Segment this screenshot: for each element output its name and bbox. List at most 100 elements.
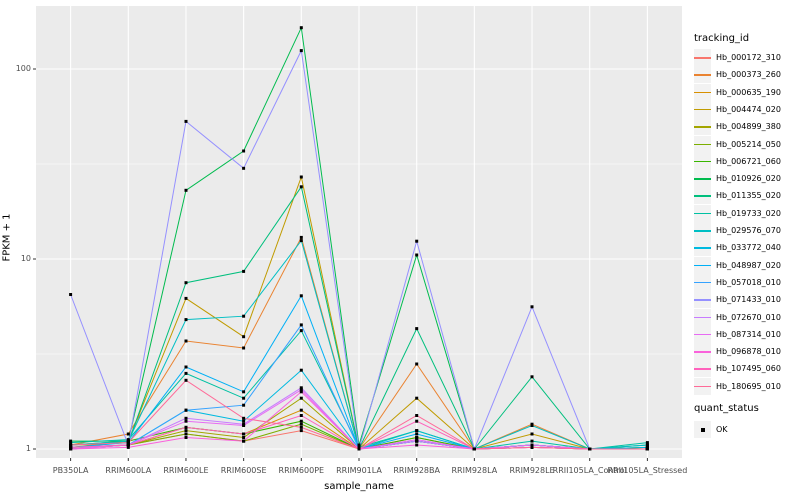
data-point — [184, 378, 188, 382]
data-point — [184, 432, 188, 436]
legend-label: Hb_004899_380 — [716, 122, 781, 132]
legend-key — [694, 308, 711, 326]
legend-key — [694, 291, 711, 309]
x-tick-label-RRIM600PE: RRIM600PE — [278, 466, 325, 475]
y-tick-label: 10 — [20, 254, 31, 263]
legend-label-ok: OK — [716, 425, 728, 434]
x-tick-label-RRIM600LE: RRIM600LE — [163, 466, 209, 475]
data-point — [242, 166, 246, 170]
data-point — [588, 447, 592, 451]
data-point — [242, 416, 246, 420]
data-point — [242, 335, 246, 339]
data-point — [184, 365, 188, 369]
legend-line-icon — [694, 126, 711, 128]
legend-key — [694, 66, 711, 84]
legend-key-ok — [694, 421, 711, 438]
data-point — [299, 368, 303, 372]
x-axis-title: sample_name — [324, 481, 394, 492]
data-point — [415, 443, 419, 447]
data-point — [299, 175, 303, 179]
data-point — [184, 371, 188, 375]
legend-line-icon — [694, 333, 711, 336]
data-point — [530, 424, 534, 427]
legend-item-Hb_000635_190: Hb_000635_190 — [694, 83, 781, 101]
data-point — [415, 436, 419, 439]
data-point — [299, 323, 303, 327]
data-point — [126, 443, 130, 447]
data-point — [69, 445, 73, 449]
legend-line-icon — [694, 178, 711, 180]
data-point — [69, 441, 73, 445]
data-point — [415, 396, 419, 400]
data-point — [530, 305, 534, 309]
data-point — [299, 425, 303, 429]
data-point — [299, 386, 303, 390]
legend-title-tracking-id: tracking_id — [694, 33, 750, 44]
data-point — [299, 396, 303, 400]
legend-label: Hb_180695_010 — [716, 381, 781, 391]
legend-item-Hb_180695_010: Hb_180695_010 — [694, 377, 781, 395]
data-point — [299, 235, 303, 239]
data-point — [299, 26, 303, 30]
data-point — [184, 339, 188, 343]
legend-label: Hb_048987_020 — [716, 260, 781, 270]
legend-item-Hb_000172_310: Hb_000172_310 — [694, 49, 781, 66]
x-tick-label-PB350LA: PB350LA — [52, 466, 89, 475]
data-point — [415, 253, 419, 257]
legend-label: Hb_000635_190 — [716, 87, 781, 97]
data-point — [299, 419, 303, 423]
data-point — [184, 429, 188, 433]
legend-key — [694, 100, 711, 118]
legend-line-icon — [694, 57, 711, 59]
legend-label: Hb_000172_310 — [716, 53, 781, 62]
legend-key — [694, 204, 711, 222]
legend-label: Hb_096878_010 — [716, 347, 781, 357]
legend-key — [694, 118, 711, 136]
legend-key — [694, 170, 711, 188]
legend-line-icon — [694, 91, 711, 94]
legend-line-icon — [694, 316, 711, 318]
data-point — [530, 439, 534, 443]
x-tick-label-RRIM928BA: RRIM928BA — [393, 466, 440, 475]
data-point — [357, 447, 361, 451]
data-point — [530, 375, 534, 379]
legend-line-icon — [694, 108, 711, 111]
legend-label: Hb_072670_010 — [716, 312, 781, 322]
legend-item-Hb_004474_020: Hb_004474_020 — [694, 100, 781, 118]
black-point-icon — [701, 428, 705, 432]
data-point — [242, 436, 246, 439]
data-point — [69, 443, 73, 447]
data-point — [69, 293, 73, 296]
x-tick-label-RRIM901LA: RRIM901LA — [336, 466, 382, 475]
legend-label: Hb_006721_060 — [716, 156, 781, 166]
legend-item-Hb_087314_010: Hb_087314_010 — [694, 325, 781, 343]
legend-line-icon — [694, 368, 711, 370]
data-point — [299, 390, 303, 394]
legend-item-Hb_072670_010: Hb_072670_010 — [694, 308, 781, 326]
data-point — [242, 269, 246, 273]
data-point — [184, 425, 188, 429]
data-point — [530, 432, 534, 436]
data-point — [415, 327, 419, 331]
legend-label: Hb_033772_040 — [716, 243, 781, 253]
legend-item-Hb_000373_260: Hb_000373_260 — [694, 66, 781, 84]
legend-label: Hb_010926_020 — [716, 174, 781, 184]
legend-item-Hb_096878_010: Hb_096878_010 — [694, 343, 781, 361]
legend-key — [694, 256, 711, 274]
data-point — [645, 443, 649, 447]
data-point — [69, 447, 73, 451]
legend-key — [694, 377, 711, 395]
data-point — [530, 443, 534, 447]
data-point — [357, 443, 361, 447]
data-point — [242, 346, 246, 350]
legend-line-icon — [694, 247, 711, 249]
data-point — [184, 281, 188, 285]
x-tick-label-RRII105LA_Control: RRII105LA_Control — [552, 466, 627, 475]
data-point — [126, 441, 130, 445]
legend-key — [694, 325, 711, 343]
legend-label: Hb_071433_010 — [716, 295, 781, 305]
legend-item-Hb_033772_040: Hb_033772_040 — [694, 239, 781, 257]
x-tick-label-RRIM928LA: RRIM928LA — [451, 466, 498, 475]
legend-label: Hb_004474_020 — [716, 104, 781, 114]
